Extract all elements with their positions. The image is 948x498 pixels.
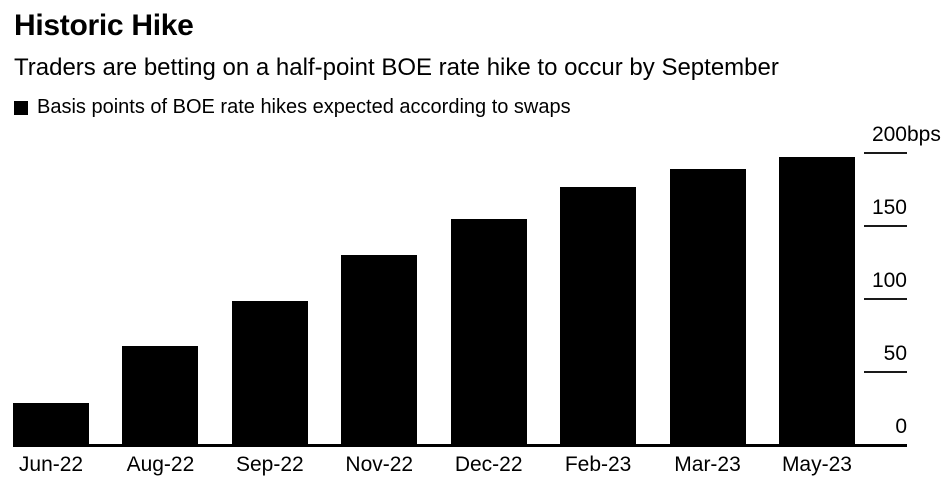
y-axis-tick (864, 298, 907, 300)
legend: Basis points of BOE rate hikes expected … (14, 96, 571, 119)
chart-subtitle: Traders are betting on a half-point BOE … (14, 54, 779, 81)
chart-title: Historic Hike (14, 9, 194, 42)
x-axis-label: Sep-22 (235, 453, 304, 476)
y-axis-tick (864, 371, 907, 373)
y-axis-tick-label: 0 (895, 415, 907, 438)
x-axis-label: May-23 (781, 453, 852, 476)
y-axis-tick-label: 50 (883, 342, 907, 365)
bar-dec-22 (450, 218, 527, 445)
y-axis-tick-label: 200 bps (871, 123, 941, 146)
bar-may-23 (778, 157, 855, 445)
y-axis-tick (864, 225, 907, 227)
bar-aug-22 (122, 345, 199, 445)
x-axis-labels: Jun-22 Aug-22 Sep-22 Nov-22 Dec-22 Feb-23 Mar-… (13, 453, 855, 477)
y-axis-unit-label: bps (907, 123, 941, 146)
bar-jun-22 (13, 402, 89, 445)
x-axis-label: Nov-22 (345, 453, 414, 476)
x-axis-label: Aug-22 (126, 453, 195, 476)
y-axis-tick-label: 150 (871, 196, 907, 219)
x-axis-label: Jun-22 (18, 453, 84, 476)
x-axis-line (13, 444, 907, 447)
y-axis-tick (864, 152, 907, 154)
bar-feb-23 (560, 186, 637, 445)
x-axis-label: Dec-22 (454, 453, 523, 476)
legend-label: Basis points of BOE rate hikes expected … (37, 96, 571, 118)
x-axis-label: Feb-23 (564, 453, 632, 476)
legend-swatch-icon (14, 100, 28, 115)
x-axis-label: Mar-23 (674, 453, 741, 476)
y-axis-tick-label: 100 (871, 269, 907, 292)
bar-nov-22 (341, 255, 418, 445)
bar-mar-23 (669, 169, 746, 445)
plot-area (13, 153, 855, 445)
bar-sep-22 (231, 300, 308, 445)
